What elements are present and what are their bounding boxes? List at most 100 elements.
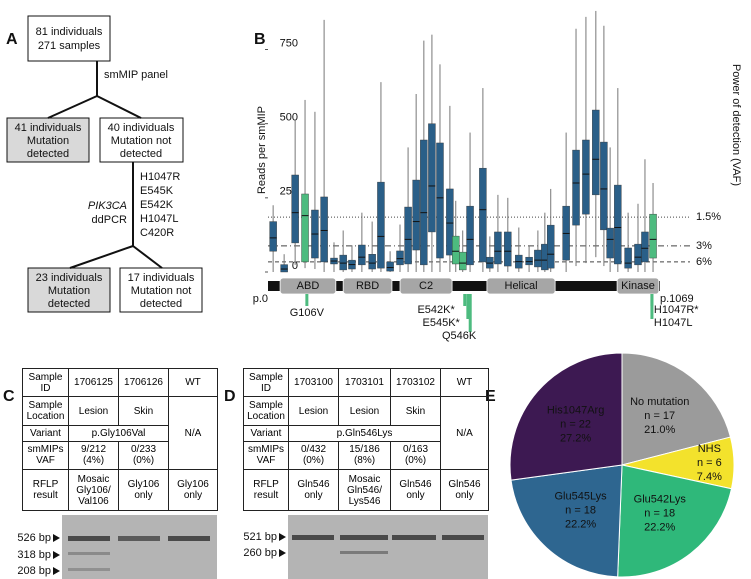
pie-slice — [617, 464, 733, 578]
box — [446, 188, 454, 256]
slice-percent: 27.2% — [560, 432, 591, 444]
x-tick-label: p.0 — [253, 293, 268, 305]
cell: Sample Location — [243, 396, 289, 426]
domain-label: Kinase — [621, 280, 655, 292]
box — [649, 213, 657, 259]
slice-count: n = 18 — [644, 508, 675, 520]
flowchart — [6, 15, 203, 313]
gel-image — [288, 515, 488, 579]
mutation-label: H1047R* — [654, 304, 699, 316]
box — [641, 231, 649, 263]
marker-arrow — [53, 551, 60, 559]
assay-target: H1047L — [140, 213, 179, 225]
panel-label: C — [3, 388, 15, 405]
gel-marker-label: 208 bp — [17, 565, 51, 577]
slice-label: No mutation — [630, 396, 689, 408]
cell: Sample ID — [243, 367, 289, 398]
cell: N/A — [440, 396, 489, 471]
cell: RFLP result — [22, 469, 69, 511]
node-box — [99, 117, 184, 163]
gel-marker-label: 526 bp — [17, 532, 51, 544]
cell: Sample ID — [22, 367, 69, 398]
cell: RFLP result — [243, 469, 289, 511]
cell: 1703100 — [288, 367, 339, 398]
panel-label: A — [6, 31, 18, 48]
cell: Lesion — [288, 396, 339, 426]
box — [420, 139, 428, 266]
edge — [47, 61, 142, 119]
edge-label: smMIP panel — [104, 69, 168, 81]
cell: 9/212 (4%) — [68, 440, 119, 471]
slice-percent: 22.2% — [565, 519, 596, 531]
box — [459, 251, 467, 271]
y-tick-label: 0 — [292, 260, 298, 272]
box — [592, 109, 600, 196]
cell: smMIPs VAF — [22, 440, 69, 471]
cell: Skin — [118, 396, 169, 426]
mutation-label: Q546K — [442, 330, 477, 342]
slice-percent: 7.4% — [697, 471, 722, 483]
slice-count: n = 17 — [644, 410, 675, 422]
box — [600, 141, 608, 231]
y-tick-label: 500 — [280, 112, 298, 124]
box — [428, 123, 436, 233]
domain-label: C2 — [419, 280, 433, 292]
node-text: 81 individuals — [36, 26, 103, 38]
slice-count: n = 18 — [565, 505, 596, 517]
marker-arrow — [53, 567, 60, 575]
node-text: detected — [120, 148, 162, 160]
gel-image — [62, 515, 217, 579]
box — [547, 224, 555, 269]
x-tick-label: p.1069 — [660, 293, 694, 305]
node-text: detected — [140, 298, 182, 310]
box — [494, 231, 502, 265]
mutation-label: H1047L — [654, 317, 693, 329]
y2-tick-label: 6% — [696, 256, 712, 268]
domain — [399, 277, 453, 295]
slice-count: n = 22 — [560, 418, 591, 430]
mutation-label: E545K* — [423, 317, 461, 329]
cell: p.Gly106Val — [68, 424, 169, 442]
gel-marker-label: 318 bp — [17, 549, 51, 561]
box — [624, 247, 632, 269]
box — [396, 250, 404, 266]
box — [614, 184, 622, 265]
assay-target: C420R — [140, 227, 174, 239]
cell: WT — [168, 367, 218, 398]
node-text: Mutation — [48, 285, 90, 297]
node-text: detected — [27, 148, 69, 160]
cell: smMIPs VAF — [243, 440, 289, 471]
cell: WT — [440, 367, 489, 398]
box — [504, 231, 512, 267]
mutation-label: E542K* — [417, 304, 455, 316]
protein-bar — [268, 281, 660, 291]
box — [404, 206, 412, 265]
assay-gene: PIK3CA — [88, 200, 127, 212]
slice-label: Glu542Lys — [634, 494, 687, 506]
cell: p.Gln546Lys — [288, 424, 441, 442]
cell: 0/233 (0%) — [118, 440, 169, 471]
node-box — [27, 15, 111, 62]
cell: Gln546 only — [288, 469, 339, 511]
cell: 0/432 (0%) — [288, 440, 339, 471]
cell: Gly106 only — [168, 469, 218, 511]
domain — [342, 277, 393, 295]
box — [572, 149, 580, 226]
box — [377, 181, 385, 269]
assay-method: ddPCR — [92, 214, 128, 226]
panel-label: D — [224, 388, 236, 405]
node-text: 17 individuals — [128, 272, 195, 284]
cell: 15/186 (8%) — [338, 440, 391, 471]
cell: Gln546 only — [390, 469, 441, 511]
cell: 1703102 — [390, 367, 441, 398]
cell: 1706125 — [68, 367, 119, 398]
node-box — [27, 267, 111, 313]
node-text: 271 samples — [38, 40, 101, 52]
slice-label: NHS — [698, 443, 721, 455]
cell: Variant — [22, 424, 69, 442]
box — [301, 193, 309, 263]
node-text: Mutation not — [131, 285, 192, 297]
cell: Sample Location — [22, 396, 69, 426]
